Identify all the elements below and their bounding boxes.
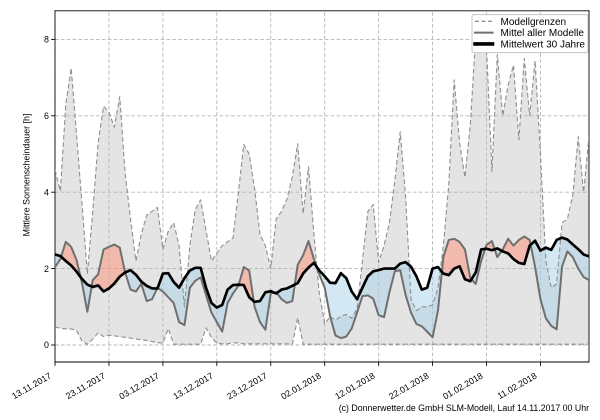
svg-text:6: 6 [44,111,49,121]
svg-text:(c) Donnerwetter.de GmbH SLM-M: (c) Donnerwetter.de GmbH SLM-Modell, Lau… [339,403,589,413]
svg-text:0: 0 [44,340,49,350]
svg-text:2: 2 [44,264,49,274]
svg-text:8: 8 [44,35,49,45]
svg-text:4: 4 [44,187,49,197]
svg-text:Modellgrenzen: Modellgrenzen [501,17,567,28]
svg-text:Mittelwert 30 Jahre: Mittelwert 30 Jahre [501,39,586,50]
svg-text:Mittel aller Modelle: Mittel aller Modelle [501,28,585,39]
svg-text:Mittlere Sonnenscheindauer [h]: Mittlere Sonnenscheindauer [h] [22,114,32,237]
